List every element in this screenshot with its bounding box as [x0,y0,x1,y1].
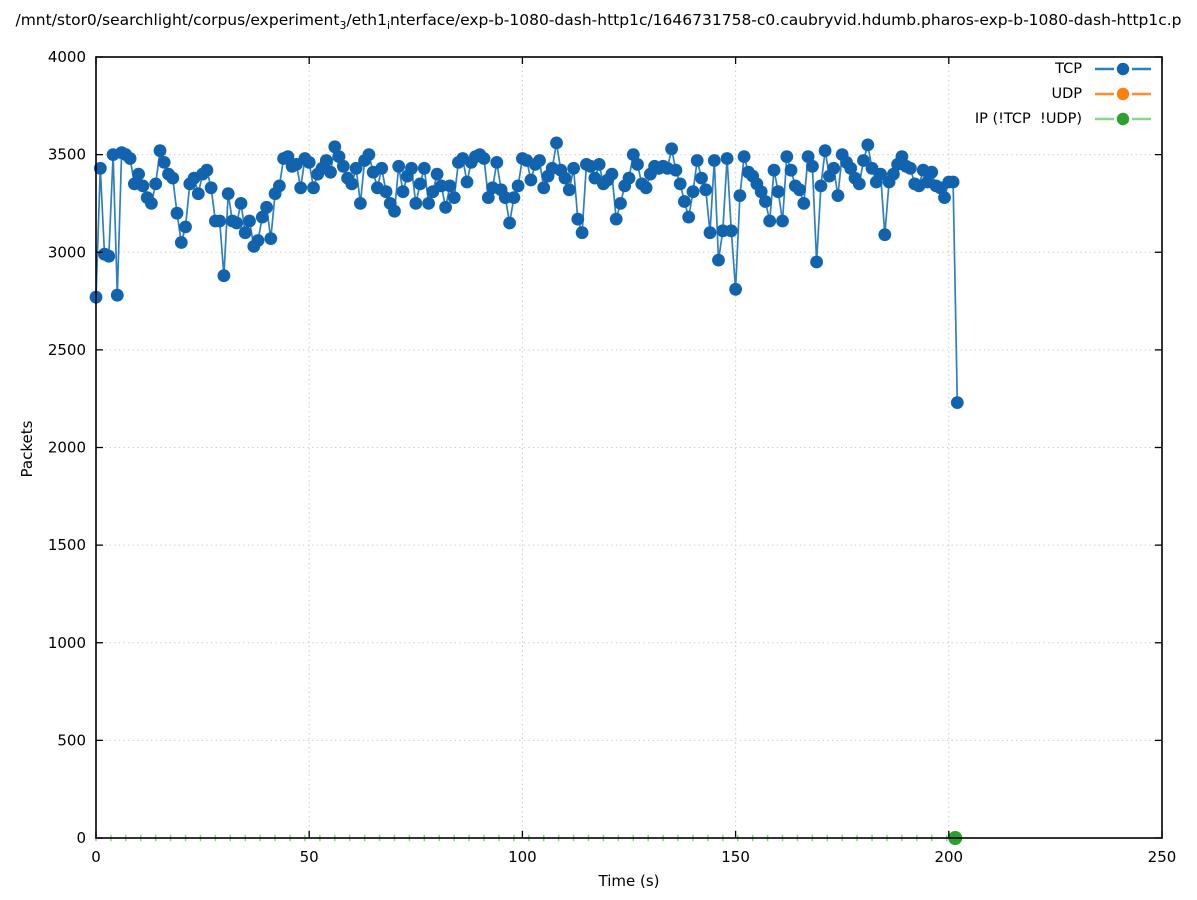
title-text: nterface/exp-b-1080-dash-http1c/16467317… [390,11,1182,29]
svg-text:1500: 1500 [48,536,86,554]
legend-item-tcp: TCP [975,57,1152,80]
svg-text:100: 100 [508,848,537,866]
title-subscript-i: i [386,19,391,33]
svg-text:2500: 2500 [48,341,86,359]
legend-item-udp: UDP [975,82,1152,105]
y-axis-label: Packets [18,420,36,478]
udp-legend-marker [1094,87,1152,101]
svg-text:3000: 3000 [48,243,86,261]
svg-text:1000: 1000 [48,634,86,652]
svg-text:250: 250 [1148,848,1177,866]
svg-text:4000: 4000 [48,48,86,66]
svg-text:50: 50 [300,848,319,866]
svg-text:500: 500 [57,731,86,749]
ip-legend-marker [1094,112,1152,126]
svg-text:3500: 3500 [48,146,86,164]
title-text: /mnt/stor0/searchlight/corpus/experiment [15,11,340,29]
legend-label-tcp: TCP [1055,60,1082,77]
title-text: /eth1 [346,11,387,29]
legend-item-ip: IP (!TCP !UDP) [975,107,1152,130]
svg-text:0: 0 [76,829,86,847]
tcp-legend-marker [1094,62,1152,76]
svg-text:150: 150 [721,848,750,866]
title-subscript-3: 3 [339,19,347,33]
x-axis-label: Time (s) [598,872,660,890]
legend-label-udp: UDP [1051,85,1082,102]
svg-text:200: 200 [934,848,963,866]
svg-text:2000: 2000 [48,439,86,457]
chart-title: /mnt/stor0/searchlight/corpus/experiment… [0,11,1197,32]
legend: TCP UDP IP (!TCP !UDP) [975,57,1152,130]
legend-label-ip: IP (!TCP !UDP) [974,110,1082,127]
svg-text:0: 0 [91,848,101,866]
